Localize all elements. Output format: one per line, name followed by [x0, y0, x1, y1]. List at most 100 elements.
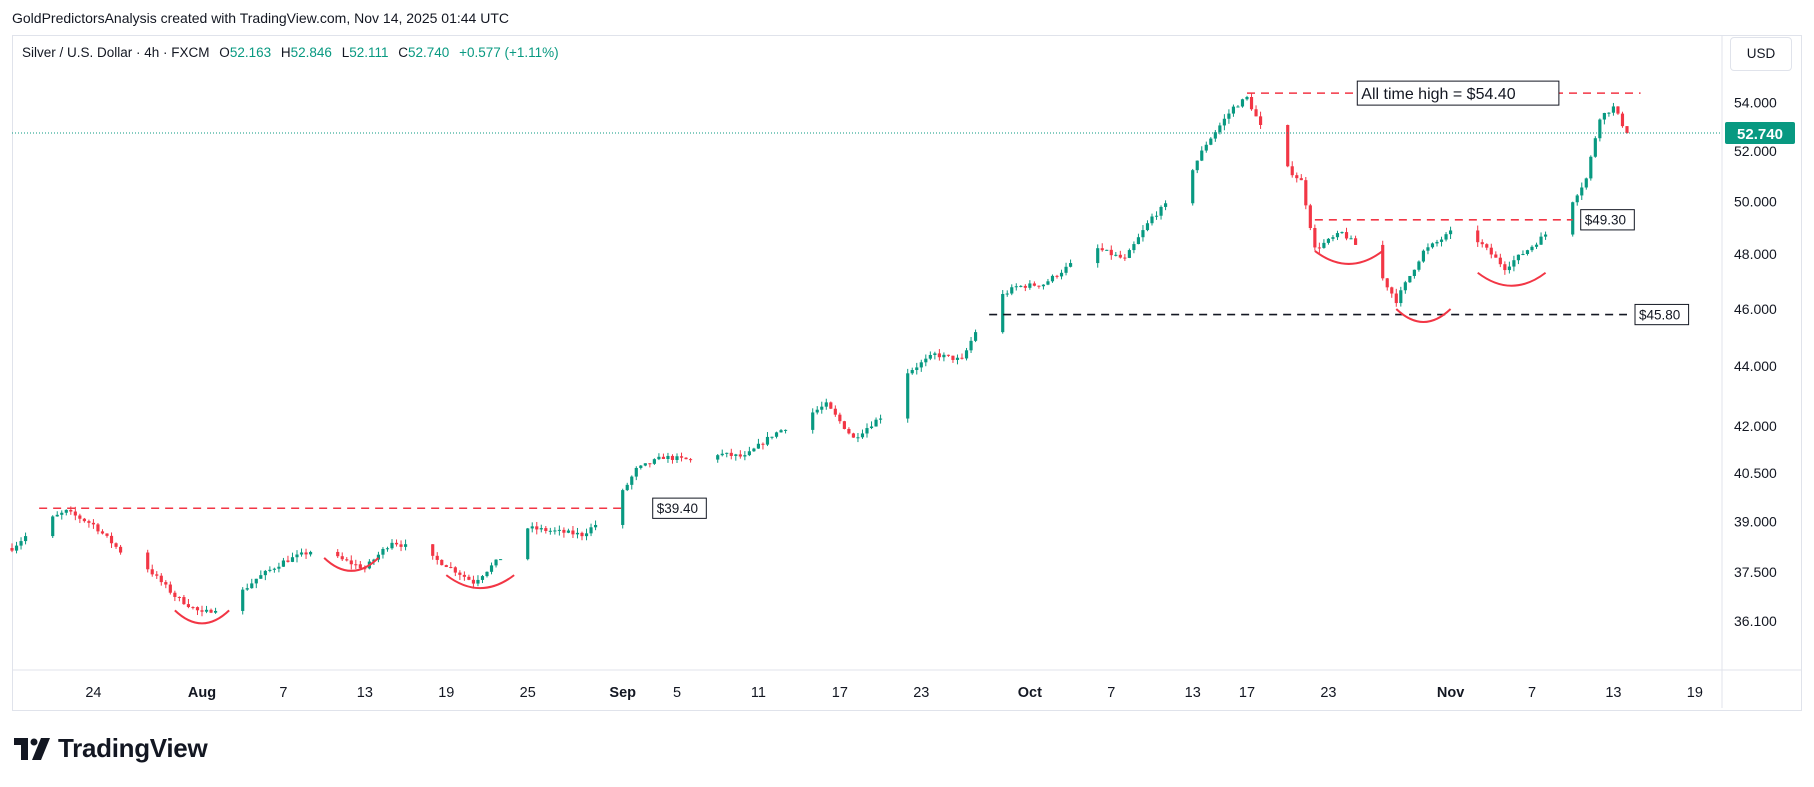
candle-body — [1326, 238, 1331, 243]
close-value: 52.740 — [408, 45, 450, 60]
candle-body — [1105, 249, 1109, 251]
y-tick-label: 42.000 — [1734, 418, 1777, 434]
candle-body — [263, 570, 267, 576]
candle-body — [684, 457, 688, 460]
y-tick-label: 39.000 — [1734, 513, 1777, 529]
candle-body — [924, 358, 928, 363]
candle-body — [336, 551, 340, 557]
candle-body — [1589, 156, 1593, 179]
candle-body — [91, 522, 96, 525]
candle-body — [1417, 261, 1421, 270]
open-label: O — [219, 45, 230, 60]
candle-body — [480, 576, 485, 580]
x-tick-label: Oct — [1018, 685, 1042, 701]
candle-body — [1218, 125, 1222, 133]
candle-body — [1534, 244, 1539, 247]
candle-body — [467, 576, 471, 580]
candle-body — [1145, 223, 1150, 231]
candle-body — [1426, 247, 1430, 251]
candle-body — [765, 436, 770, 445]
candle-body — [1444, 234, 1448, 240]
candle-body — [1616, 106, 1620, 114]
candle-body — [548, 530, 552, 532]
bottom-arc — [445, 574, 515, 589]
candle-body — [69, 509, 73, 512]
candle-body — [349, 560, 353, 565]
candle-body — [1209, 138, 1213, 145]
candle-body — [1385, 278, 1389, 288]
candle-body — [1530, 246, 1534, 251]
candle-body — [928, 354, 932, 359]
x-tick-label: 11 — [751, 685, 766, 701]
candle-body — [657, 456, 661, 460]
candle-body — [345, 559, 349, 561]
candle-body — [1127, 250, 1131, 258]
candle-body — [1381, 244, 1385, 279]
candle-body — [811, 412, 815, 430]
candle-body — [1295, 175, 1299, 179]
candle-body — [385, 548, 390, 550]
candle-body — [1399, 290, 1403, 304]
candle-body — [851, 433, 856, 438]
candle-body — [544, 528, 548, 531]
high-label: H — [280, 45, 291, 60]
candle-body — [182, 597, 186, 605]
tradingview-logo[interactable]: TradingView — [14, 733, 208, 764]
candle-body — [1607, 112, 1611, 114]
candle-body — [919, 362, 923, 368]
candle-body — [1353, 238, 1358, 245]
candle-body — [1584, 178, 1588, 188]
candle-body — [1299, 178, 1303, 181]
close-label: C — [398, 45, 409, 60]
candle-body — [630, 476, 634, 485]
candle-body — [734, 454, 738, 456]
candle-body — [648, 463, 652, 465]
candle-body — [363, 568, 367, 570]
candle-body — [1571, 202, 1575, 235]
candle-body — [1448, 230, 1453, 235]
candle-body — [675, 456, 679, 460]
candle-body — [1317, 247, 1321, 249]
x-tick-label: 19 — [1687, 685, 1703, 701]
change-value: +0.577 (+1.11%) — [459, 45, 559, 60]
level-label: $49.30 — [1585, 213, 1626, 228]
candle-body — [951, 355, 955, 360]
candle-body — [575, 532, 580, 535]
x-tick-label: 19 — [438, 685, 454, 701]
candle-body — [55, 514, 59, 517]
candle-body — [906, 373, 910, 419]
candle-body — [1159, 206, 1163, 216]
candle-body — [933, 353, 937, 355]
y-tick-label: 37.500 — [1734, 564, 1777, 580]
candle-body — [87, 521, 91, 523]
candle-body — [1019, 285, 1023, 287]
candle-body — [381, 548, 385, 555]
candle-body — [1032, 283, 1036, 286]
candle-body — [824, 402, 828, 407]
candle-body — [376, 554, 381, 560]
candle-body — [639, 465, 643, 468]
candle-body — [1023, 285, 1027, 288]
x-tick-label: 7 — [279, 685, 287, 701]
candle-body — [462, 574, 466, 577]
candle-body — [1593, 138, 1597, 157]
candle-body — [1037, 285, 1041, 287]
candle-body — [164, 582, 168, 585]
candle-body — [1575, 195, 1579, 203]
currency-button[interactable]: USD — [1730, 37, 1792, 71]
tradingview-logo-icon — [14, 737, 50, 760]
x-tick-label: 7 — [1107, 685, 1115, 701]
level-label: $45.80 — [1639, 307, 1680, 322]
candle-body — [358, 564, 362, 569]
candle-body — [1245, 96, 1249, 100]
candle-body — [1485, 244, 1489, 248]
bottom-arc — [323, 557, 380, 572]
level-label: All time high = $54.40 — [1361, 86, 1515, 103]
candle-body — [471, 579, 476, 584]
candle-body — [308, 551, 313, 555]
candle-body — [1249, 96, 1254, 110]
candle-body — [1227, 113, 1231, 119]
x-tick-label: 7 — [1528, 685, 1536, 701]
x-tick-label: 25 — [520, 685, 536, 701]
